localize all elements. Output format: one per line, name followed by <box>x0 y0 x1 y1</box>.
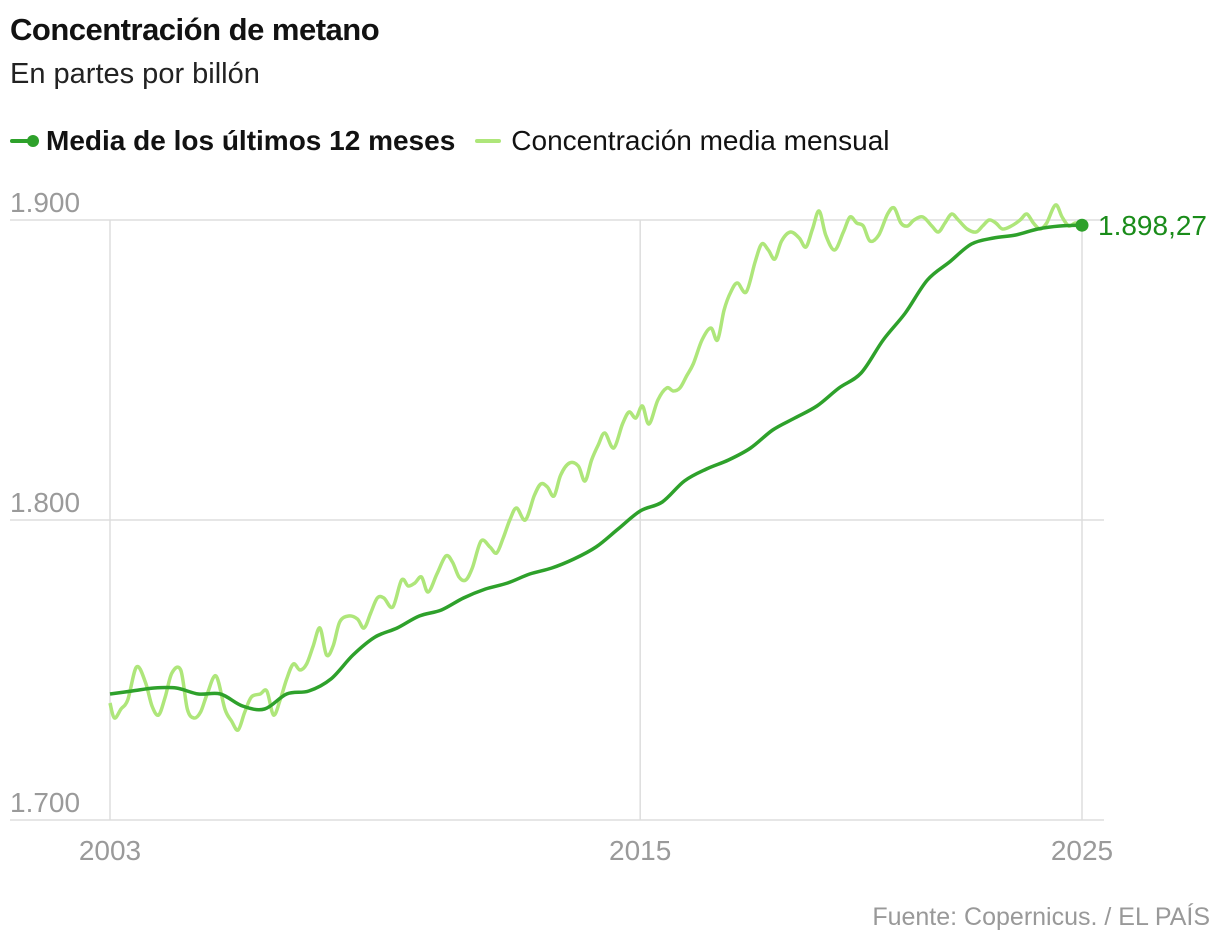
x-tick-label: 2025 <box>1051 835 1113 866</box>
legend: Media de los últimos 12 meses Concentrac… <box>10 125 910 157</box>
chart-title: Concentración de metano <box>10 12 380 47</box>
y-tick-label: 1.900 <box>10 187 80 218</box>
x-tick-label: 2015 <box>609 835 671 866</box>
x-tick-label: 2003 <box>79 835 141 866</box>
series-line-average <box>109 223 1083 712</box>
y-tick-label: 1.800 <box>10 487 80 518</box>
end-value-label: 1.898,27 <box>1098 210 1207 241</box>
source-note: Fuente: Copernicus. / EL PAÍS <box>872 903 1210 931</box>
y-tick-label: 1.700 <box>10 787 80 818</box>
end-point <box>1075 218 1089 232</box>
series-line-monthly <box>108 203 1083 732</box>
legend-swatch-avg <box>10 135 39 147</box>
legend-dot-avg <box>27 135 39 147</box>
legend-item-avg: Media de los últimos 12 meses <box>10 125 455 157</box>
legend-label-avg: Media de los últimos 12 meses <box>46 125 456 156</box>
legend-item-monthly: Concentración media mensual <box>475 125 890 157</box>
chart-subtitle: En partes por billón <box>10 58 260 90</box>
legend-swatch-monthly <box>475 139 502 143</box>
legend-label-monthly: Concentración media mensual <box>511 125 890 156</box>
